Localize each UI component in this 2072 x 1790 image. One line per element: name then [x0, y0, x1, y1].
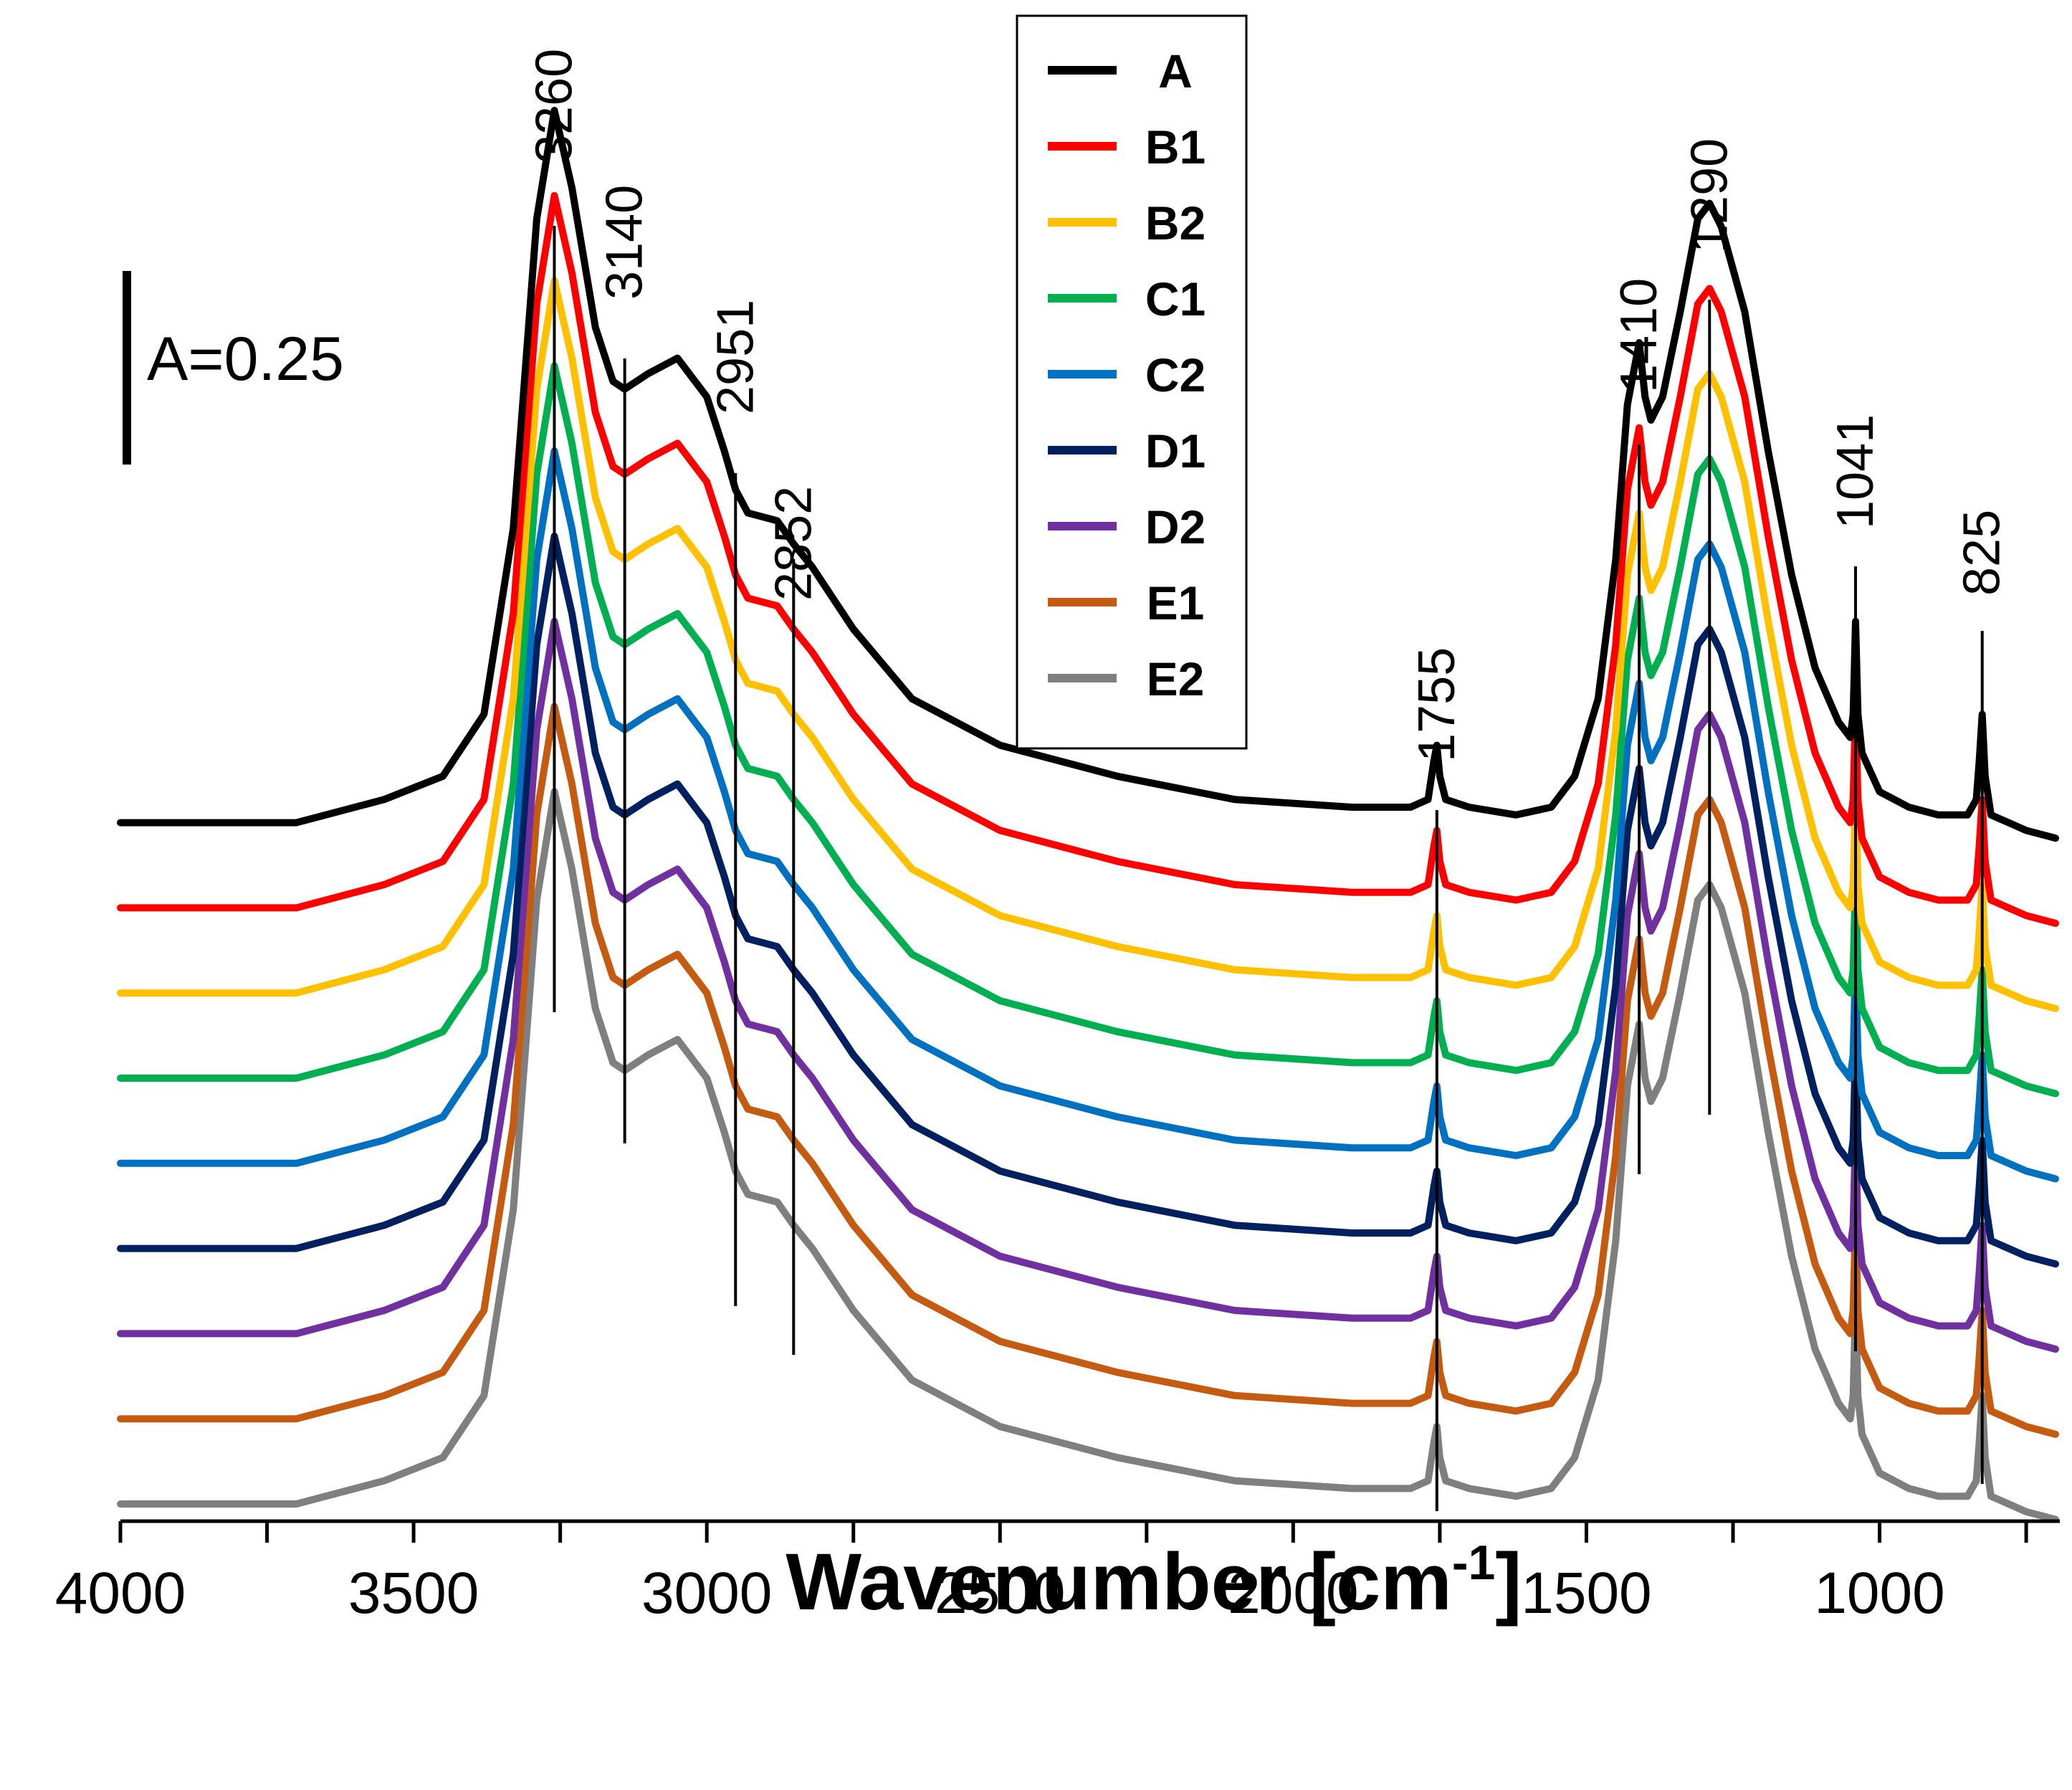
series-line-a	[117, 107, 2059, 842]
peak-label-1755: 1755	[1408, 647, 1466, 762]
legend-label-c2: C2	[1145, 348, 1206, 401]
scale-bar-label: A=0.25	[147, 325, 344, 394]
spectra-series-group	[117, 107, 2059, 1523]
x-tick-label-2000: 2000	[1228, 1561, 1358, 1626]
x-tick-label-1000: 1000	[1814, 1561, 1944, 1626]
peak-label-1410: 1410	[1610, 278, 1668, 393]
series-line-d2	[117, 617, 2059, 1353]
x-axis-title: Wavenumber [cm-1]	[786, 1536, 1522, 1627]
x-tick-label-4000: 4000	[55, 1561, 186, 1626]
x-axis-title-close: ]	[1495, 1537, 1522, 1627]
peak-label-2951: 2951	[707, 300, 764, 414]
series-line-c2	[117, 447, 2059, 1183]
legend-box	[1016, 14, 1248, 750]
peak-label-2852: 2852	[765, 486, 822, 601]
scale-bar-group: A=0.25	[123, 271, 344, 465]
x-axis-title-main: Wavenumber [cm	[786, 1537, 1451, 1627]
legend-label-e2: E2	[1147, 652, 1205, 705]
peak-label-1041: 1041	[1827, 414, 1884, 529]
legend-label-c1: C1	[1145, 272, 1206, 325]
series-line-e2	[117, 788, 2059, 1523]
legend-label-e1: E1	[1147, 576, 1205, 629]
x-tick-label-1500: 1500	[1521, 1561, 1651, 1626]
x-tick-label-2500: 2500	[935, 1561, 1065, 1626]
series-line-e1	[117, 703, 2059, 1438]
legend-label-d1: D1	[1145, 424, 1206, 477]
x-axis: 4000 3500 3000 2500 2000 1500 1000	[55, 1519, 2060, 1626]
peak-label-3140: 3140	[596, 185, 654, 300]
legend-label-d2: D2	[1145, 500, 1206, 553]
series-line-c1	[117, 362, 2059, 1098]
peak-label-825: 825	[1954, 510, 2011, 596]
legend-label-a: A	[1158, 44, 1193, 97]
series-line-b1	[117, 191, 2059, 927]
series-line-d1	[117, 533, 2059, 1268]
legend: A B1 B2 C1 C2 D1 D2 E1 E2	[1016, 14, 1248, 750]
x-tick-label-3500: 3500	[348, 1561, 479, 1626]
x-axis-title-superscript: -1	[1452, 1536, 1495, 1590]
legend-label-b2: B2	[1145, 196, 1206, 249]
legend-label-b1: B1	[1145, 120, 1206, 173]
peak-label-3260: 3260	[525, 49, 583, 163]
x-tick-label-3000: 3000	[641, 1561, 772, 1626]
series-line-b2	[117, 277, 2059, 1012]
peak-label-1290: 1290	[1681, 138, 1738, 253]
